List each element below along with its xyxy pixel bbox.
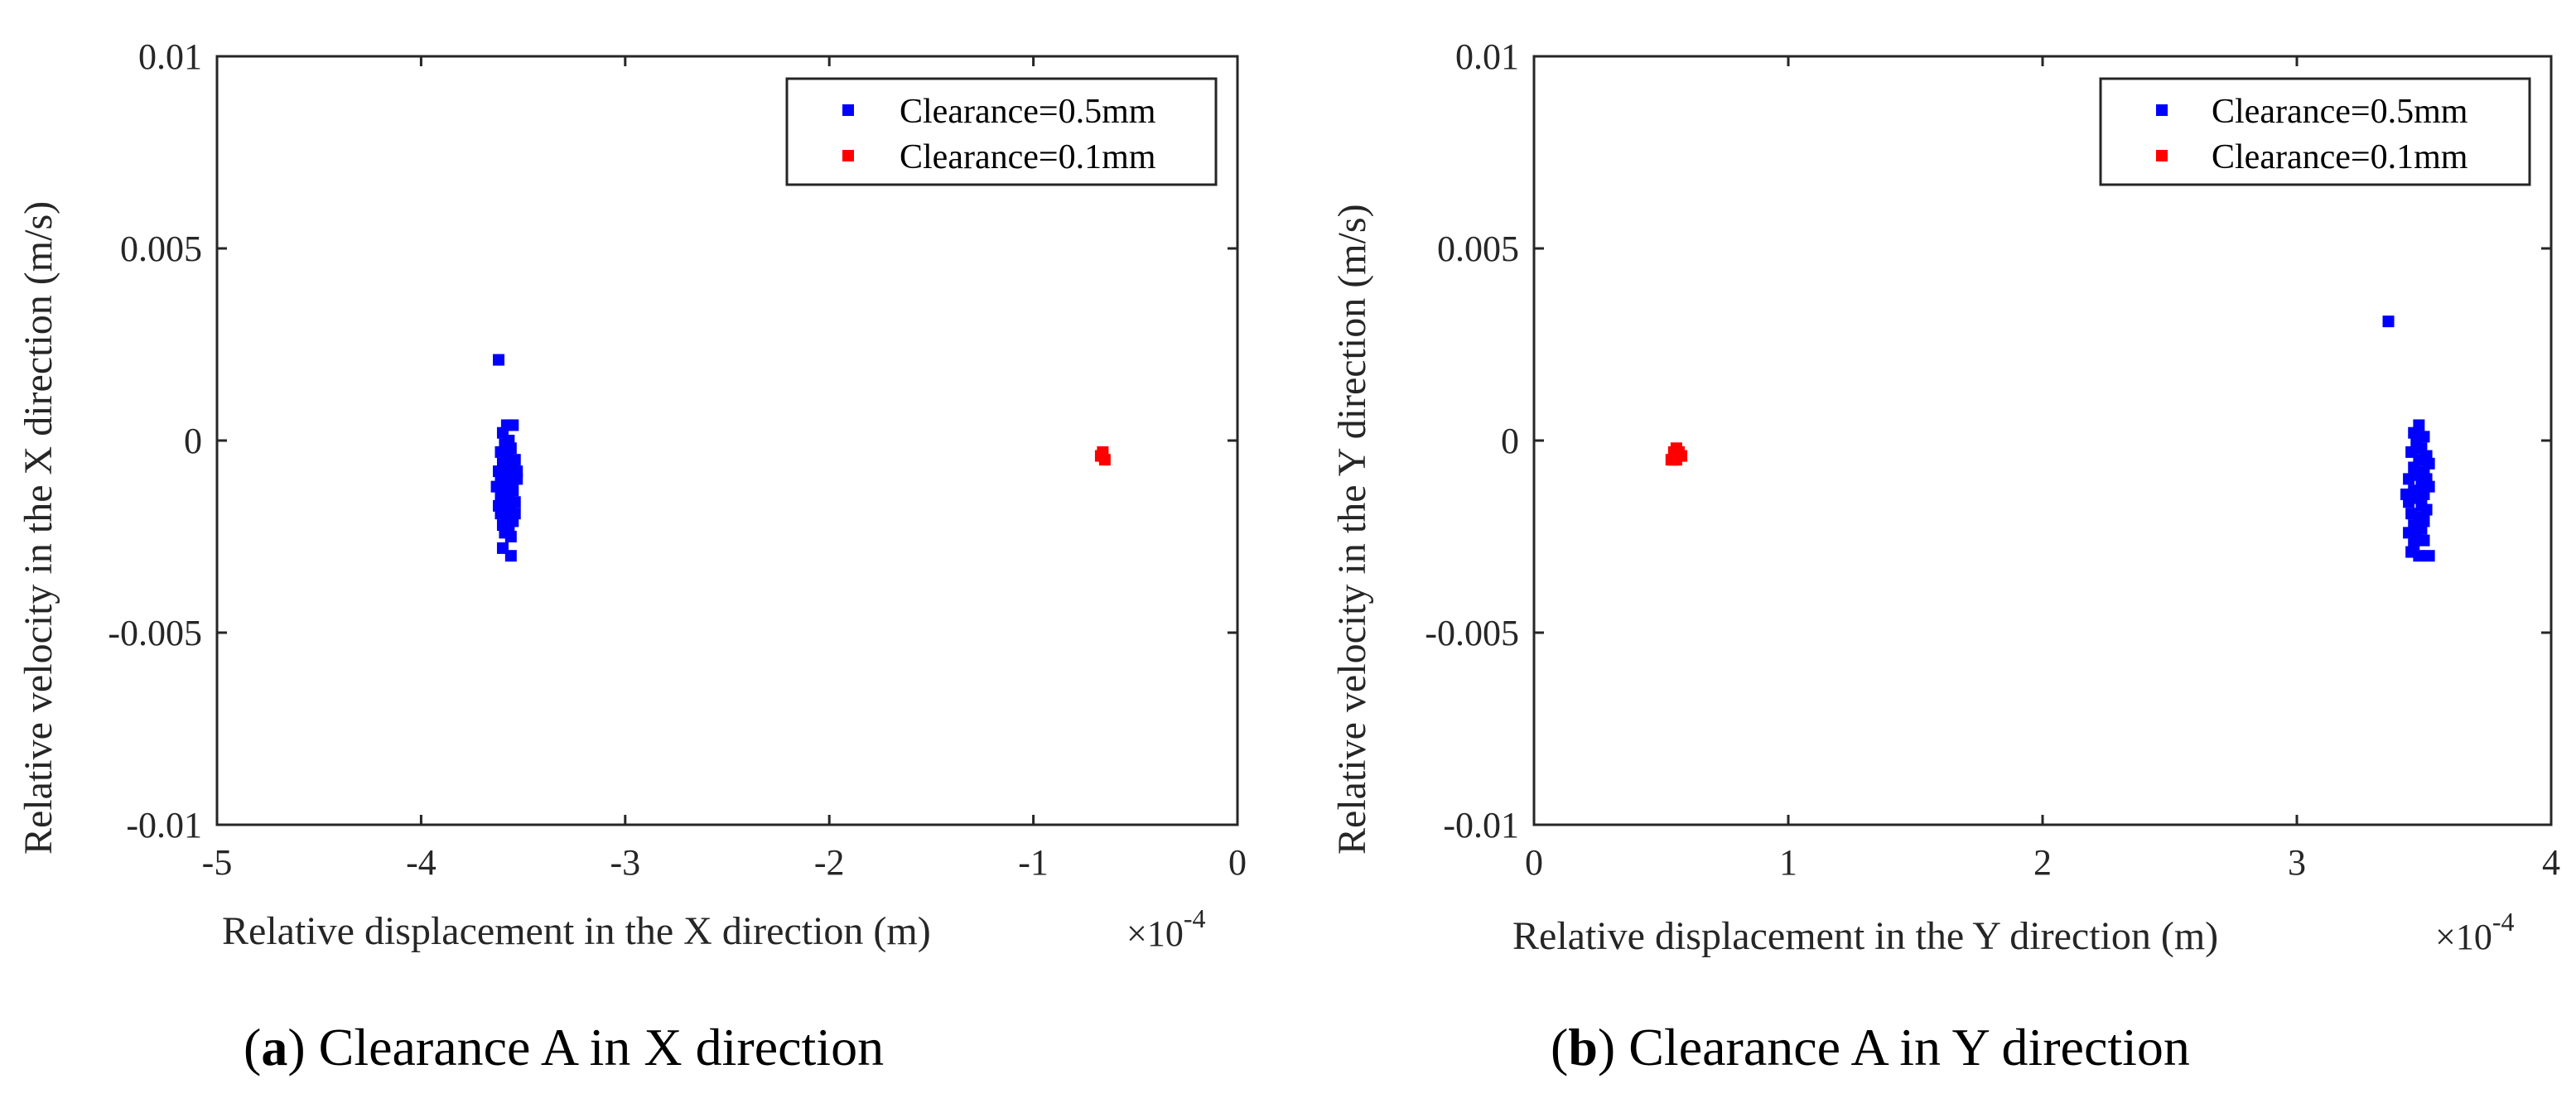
legend-label-b-0: Clearance=0.5mm	[2212, 93, 2468, 131]
data-points-a	[490, 354, 1111, 562]
point-b-s0-34	[2420, 473, 2433, 485]
ytick-label-a-1: -0.005	[108, 613, 202, 653]
legend-a: Clearance=0.5mm Clearance=0.1mm	[785, 77, 1218, 186]
xtick-label-a-2: -3	[610, 842, 640, 883]
xtick-label-a-4: -1	[1018, 842, 1049, 883]
xtick-label-b-0: 0	[1525, 842, 1543, 883]
point-a-s0-36	[511, 465, 523, 478]
ytick-label-b-3: 0.005	[1437, 229, 1519, 269]
ytick-label-a-3: 0.005	[120, 229, 202, 269]
legend-marker-b-0	[2156, 104, 2168, 116]
legend-label-a-0: Clearance=0.5mm	[900, 93, 1156, 131]
legend-marker-a-1	[842, 150, 854, 161]
ytick-labels-b: -0.01 -0.005 0 0.005 0.01	[1425, 36, 1519, 845]
caption-b: (b) Clearance A in Y direction	[1551, 1018, 2190, 1077]
point-a-s1-3	[1097, 446, 1109, 458]
legend-marker-a-0	[842, 104, 854, 116]
ytick-label-b-4: 0.01	[1455, 36, 1519, 77]
xtick-label-a-5: 0	[1228, 842, 1247, 883]
ytick-label-a-4: 0.01	[138, 36, 202, 77]
point-a-s0-2	[507, 419, 519, 431]
data-points-b	[1665, 315, 2435, 562]
ytick-label-b-0: -0.01	[1443, 805, 1519, 845]
legend-box-b	[2099, 77, 2531, 186]
point-b-s0-29	[2418, 534, 2430, 547]
point-a-s0-37	[500, 454, 513, 466]
caption-a: (a) Clearance A in X direction	[244, 1018, 884, 1077]
xtick-label-b-1: 1	[1779, 842, 1797, 883]
point-b-s0-35	[2400, 488, 2413, 500]
point-a-s0-38	[494, 492, 507, 504]
point-a-s0-35	[490, 480, 503, 493]
point-b-s1-7	[1670, 454, 1682, 466]
panel-a: -5 -4 -3 -2 -1 0 -0.01 -0.005 0 0.005 0.01 Relati…	[17, 36, 1247, 1077]
point-b-s0-0	[2382, 315, 2395, 328]
point-a-s0-0	[493, 354, 505, 366]
xlabel-a: Relative displacement in the X direction…	[222, 909, 931, 953]
point-b-s0-13	[2403, 473, 2415, 485]
point-b-s0-33	[2405, 546, 2418, 558]
x-multiplier-b: ×10-4	[2435, 907, 2514, 957]
ytick-label-b-2: 0	[1501, 421, 1519, 461]
ylabel-b: Relative velocity in the Y direction (m/…	[1330, 204, 1374, 855]
xtick-label-a-3: -2	[814, 842, 845, 883]
ylabel-a: Relative velocity in the X direction (m/…	[17, 201, 60, 855]
ticks-b	[1532, 55, 2553, 826]
point-a-s0-39	[509, 508, 521, 520]
ytick-label-a-2: 0	[184, 421, 202, 461]
legend-b: Clearance=0.5mm Clearance=0.1mm	[2099, 77, 2531, 186]
panel-b: 0 1 2 3 4 -0.01 -0.005 0 0.005 0.01 Relative dis…	[1330, 36, 2560, 1077]
ticks-a	[215, 55, 1239, 826]
xtick-label-b-2: 2	[2033, 842, 2052, 883]
ytick-label-b-1: -0.005	[1425, 613, 1519, 653]
legend-label-b-1: Clearance=0.1mm	[2212, 138, 2468, 176]
legend-marker-b-1	[2156, 150, 2168, 161]
xtick-label-a-0: -5	[202, 842, 233, 883]
xtick-label-a-1: -4	[406, 842, 437, 883]
point-a-s0-34	[504, 550, 517, 562]
legend-label-a-1: Clearance=0.1mm	[900, 138, 1156, 176]
xlabel-b: Relative displacement in the Y direction…	[1512, 914, 2218, 958]
xtick-labels-b: 0 1 2 3 4	[1525, 842, 2560, 883]
xtick-labels-a: -5 -4 -3 -2 -1 0	[202, 842, 1247, 883]
legend-box-a	[785, 77, 1218, 186]
xtick-label-b-4: 4	[2542, 842, 2560, 883]
ytick-label-a-0: -0.01	[126, 805, 202, 845]
point-b-s0-32	[2423, 550, 2435, 562]
ytick-labels-a: -0.01 -0.005 0 0.005 0.01	[108, 36, 202, 845]
xtick-label-b-3: 3	[2288, 842, 2306, 883]
x-multiplier-a: ×10-4	[1126, 903, 1205, 954]
point-a-s0-32	[504, 531, 517, 542]
